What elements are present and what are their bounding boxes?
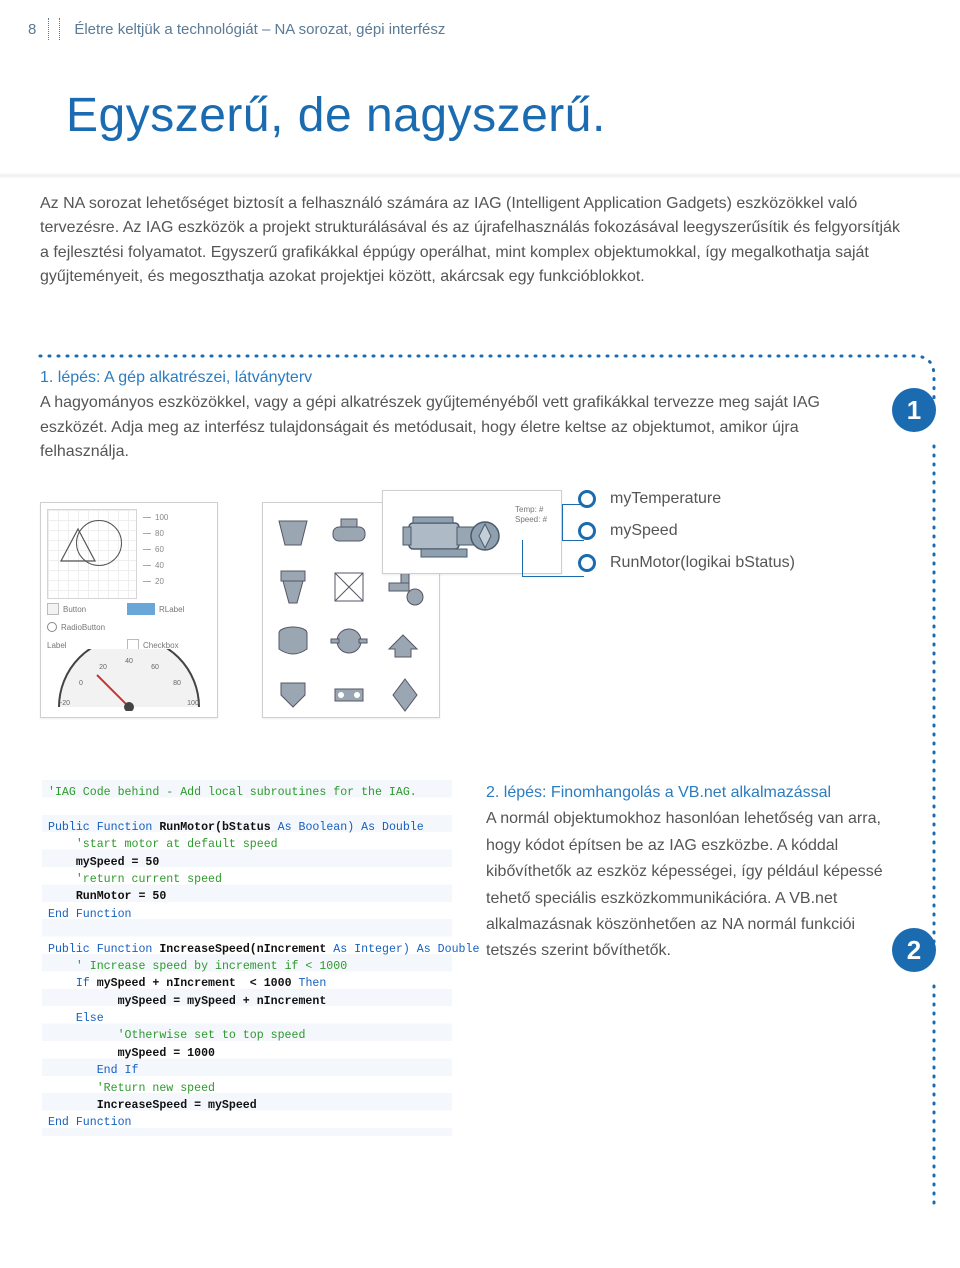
svg-text:20: 20 <box>99 664 107 671</box>
scale-tick: 20 <box>155 577 164 586</box>
part-shape <box>267 615 319 667</box>
code-line: mySpeed = 1000 <box>118 1047 215 1060</box>
svg-text:-20: -20 <box>60 700 70 707</box>
code-line: 'start motor at default speed <box>76 838 278 851</box>
tag-label: mySpeed <box>610 522 678 540</box>
title-underline <box>0 172 960 178</box>
code-line: 'IAG Code behind - Add local subroutines… <box>48 786 417 799</box>
code-line: IncreaseSpeed = mySpeed <box>97 1099 257 1112</box>
tool-row-button: Button <box>47 601 86 617</box>
code-line: 'Otherwise set to top speed <box>118 1029 306 1042</box>
code-kw: End Function <box>48 1116 132 1129</box>
scale-tick: 40 <box>155 561 164 570</box>
part-shape <box>323 507 375 559</box>
code-kw: End Function <box>48 908 132 921</box>
scale-tick: 80 <box>155 529 164 538</box>
svg-text:80: 80 <box>173 680 181 687</box>
code-listing: 'IAG Code behind - Add local subroutines… <box>42 780 452 1136</box>
tool-label: RadioButton <box>61 623 105 632</box>
step-badge-1: 1 <box>892 388 936 432</box>
tag-connector <box>522 576 584 577</box>
svg-text:60: 60 <box>151 664 159 671</box>
device-panel: Temp: # Speed: # <box>382 490 562 574</box>
intro-paragraph: Az NA sorozat lehetőséget biztosít a fel… <box>40 192 900 289</box>
code-kw: Else <box>76 1012 104 1025</box>
ring-icon <box>578 554 596 572</box>
running-title: Életre keltjük a technológiát – NA soroz… <box>74 21 445 38</box>
part-shape <box>323 669 375 721</box>
code-kw: Public Function <box>48 821 152 834</box>
step2-block: 2. lépés: Finomhangolás a VB.net alkalma… <box>486 780 886 965</box>
tag-connector <box>562 504 563 540</box>
tool-scale: 100 80 60 40 20 <box>143 509 211 639</box>
code-id: mySpeed + nIncrement < 1000 <box>97 977 292 990</box>
part-shape <box>267 507 319 559</box>
device-label: Temp: <box>515 505 537 514</box>
header-divider <box>48 18 49 40</box>
ring-icon <box>578 490 596 508</box>
svg-text:0: 0 <box>79 680 83 687</box>
code-id: RunMotor(bStatus <box>159 821 270 834</box>
code-kw: End If <box>97 1064 139 1077</box>
code-id: IncreaseSpeed(nIncrement <box>159 943 326 956</box>
code-line: mySpeed = 50 <box>76 856 160 869</box>
tag-label: RunMotor(logikai bStatus) <box>610 554 795 572</box>
tool-label: RLabel <box>159 605 184 614</box>
step-badge-2: 2 <box>892 928 936 972</box>
running-header: 8 Életre keltjük a technológiát – NA sor… <box>28 18 445 40</box>
step1-body: A hagyományos eszközökkel, vagy a gépi a… <box>40 394 820 461</box>
page-title: Egyszerű, de nagyszerű. <box>66 88 606 143</box>
part-shape <box>379 615 431 667</box>
tool-row-radio: RadioButton <box>47 619 105 635</box>
tag-myspeed: mySpeed <box>578 522 795 540</box>
step2-title: 2. lépés: Finomhangolás a VB.net alkalma… <box>486 784 831 801</box>
triangle-shape <box>60 528 96 562</box>
scale-tick: 100 <box>155 513 168 522</box>
part-shape <box>323 615 375 667</box>
code-line: ' Increase speed by increment if < 1000 <box>76 960 347 973</box>
motor-icon <box>391 497 511 567</box>
svg-text:40: 40 <box>125 658 133 665</box>
figure-row: 100 80 60 40 20 Button RLabel RadioButto… <box>40 490 920 720</box>
tool-grid <box>47 509 137 599</box>
tag-connector <box>522 540 523 576</box>
code-line: 'return current speed <box>76 873 222 886</box>
part-shape <box>379 669 431 721</box>
header-divider <box>59 18 60 40</box>
code-kw: As Integer) As Double <box>333 943 479 956</box>
gauge: -20 0 20 40 60 80 100 <box>47 649 211 711</box>
code-kw: Public Function <box>48 943 152 956</box>
code-line: 'Return new speed <box>97 1082 215 1095</box>
tag-runmotor: RunMotor(logikai bStatus) <box>578 554 795 572</box>
scale-tick: 60 <box>155 545 164 554</box>
part-shape <box>267 669 319 721</box>
callout-tags: myTemperature mySpeed RunMotor(logikai b… <box>578 490 795 586</box>
part-shape <box>323 561 375 613</box>
step1-block: 1. lépés: A gép alkatrészei, látványterv… <box>40 366 830 465</box>
tag-mytemperature: myTemperature <box>578 490 795 508</box>
step1-title: 1. lépés: A gép alkatrészei, látványterv <box>40 369 312 386</box>
code-line: RunMotor = 50 <box>76 890 166 903</box>
tool-row-rlabel: RLabel <box>127 601 184 617</box>
tools-panel: 100 80 60 40 20 Button RLabel RadioButto… <box>40 502 218 718</box>
code-line: mySpeed = mySpeed + nIncrement <box>118 995 327 1008</box>
device-mini-labels: Temp: # Speed: # <box>515 505 547 526</box>
ring-icon <box>578 522 596 540</box>
code-kw: As Boolean) As Double <box>278 821 424 834</box>
code-kw: If <box>76 977 90 990</box>
code-kw: Then <box>299 977 327 990</box>
tool-label: Button <box>63 605 86 614</box>
page-number: 8 <box>28 21 36 38</box>
step2-body: A normál objektumokhoz hasonlóan lehetős… <box>486 810 883 959</box>
svg-text:100: 100 <box>187 700 199 707</box>
device-label: Speed: <box>515 515 540 524</box>
part-shape <box>267 561 319 613</box>
tag-label: myTemperature <box>610 490 721 508</box>
